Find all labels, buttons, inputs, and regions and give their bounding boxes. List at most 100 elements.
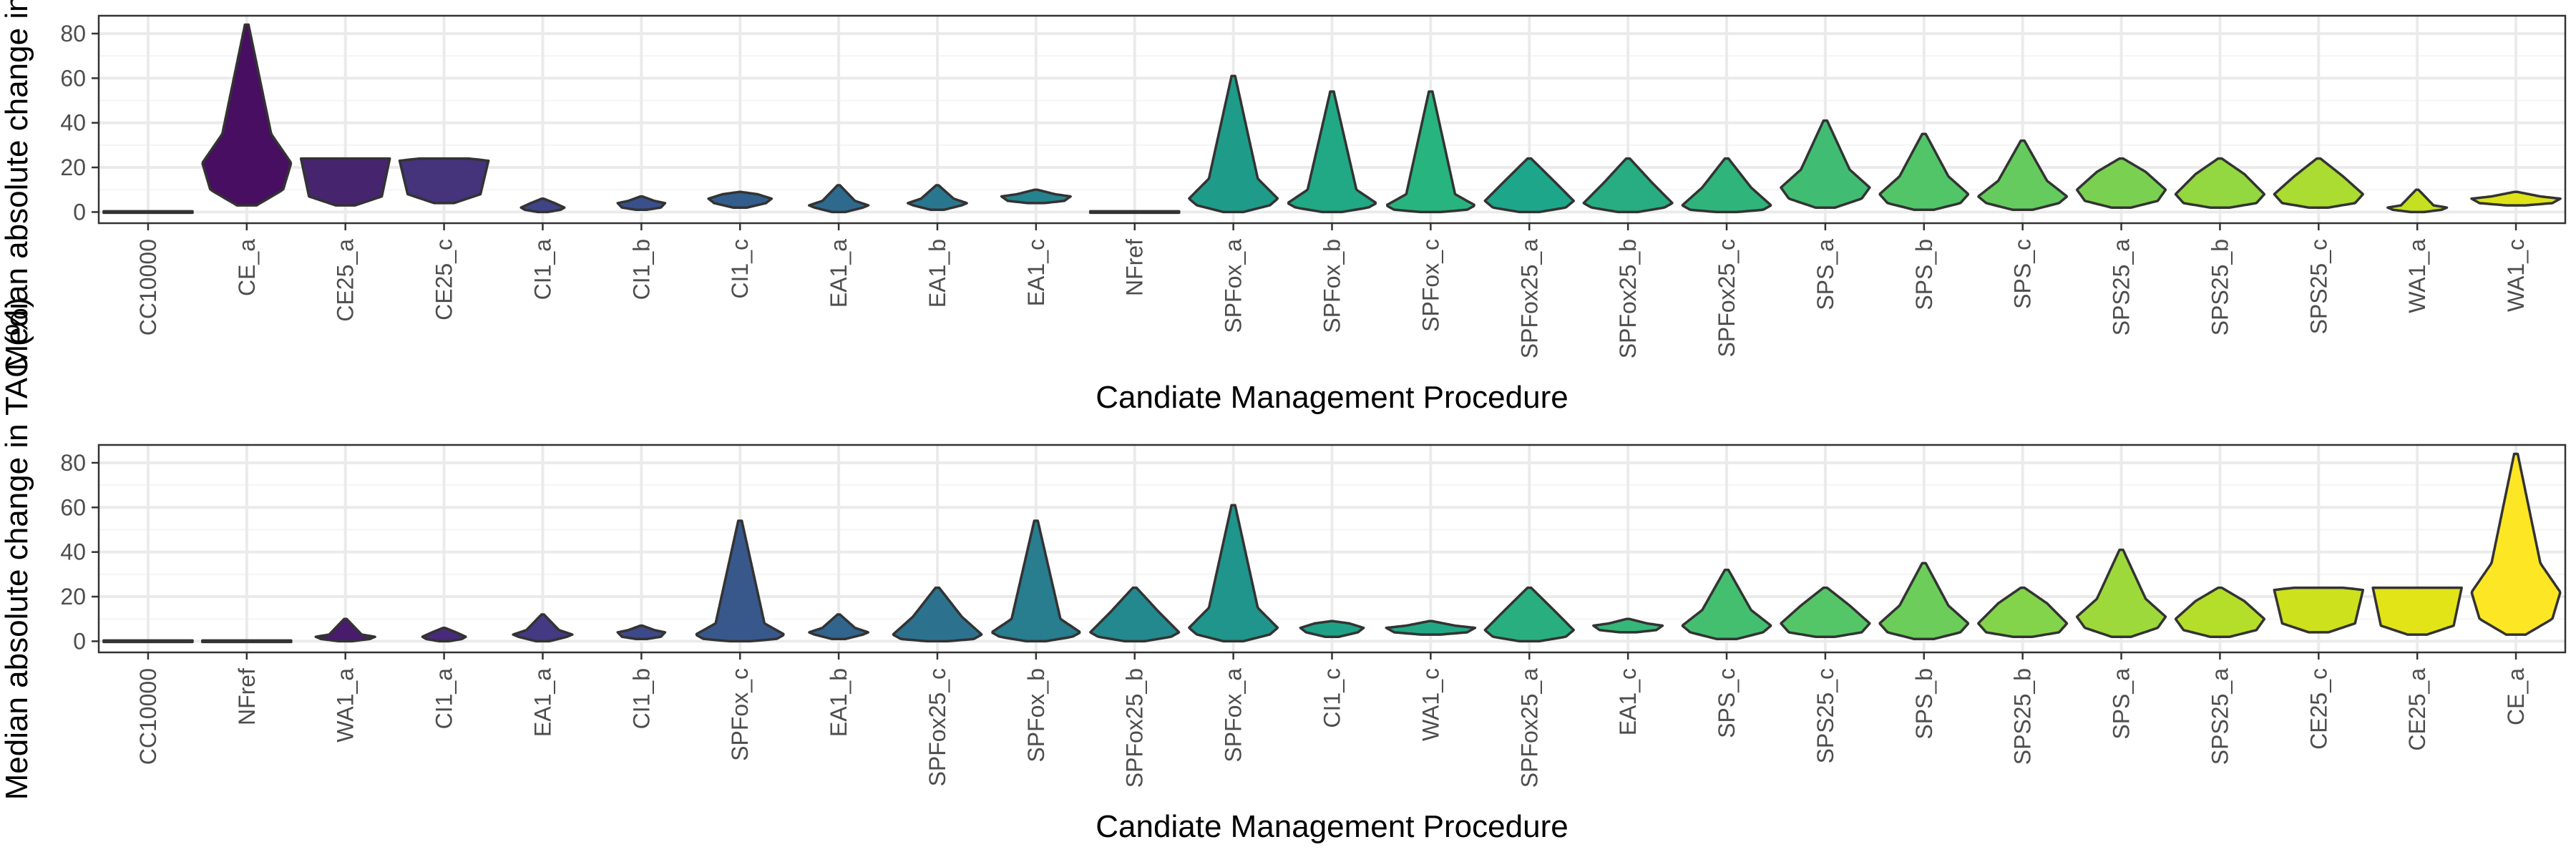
x-tick-label: SPS25_c <box>1813 668 1838 763</box>
violin-EA1_c <box>1000 188 1072 205</box>
x-tick-label: CE25_a <box>2404 668 2430 751</box>
x-tick-label: SPS25_b <box>2010 668 2036 765</box>
x-tick-label: SPS25_c <box>2306 239 2331 334</box>
x-tick-label: SPS25_a <box>2207 668 2233 765</box>
x-tick-label: EA1_a <box>826 239 852 308</box>
x-tick-label: CI1_b <box>628 668 654 729</box>
violin-SPS_a <box>1780 119 1871 209</box>
violin-NFref <box>201 639 293 644</box>
violin-CE25_c <box>398 157 490 205</box>
x-tick-label: CE_a <box>234 239 260 296</box>
violin-SPS25_c <box>1780 586 1871 638</box>
violin-SPS25_b <box>1977 586 2069 638</box>
y-tick-label: 80 <box>60 21 86 46</box>
violin-EA1_b <box>808 613 869 641</box>
violin-SPS25_b <box>2174 157 2266 209</box>
violin-SPS25_c <box>2273 157 2364 209</box>
violin-CE_a <box>201 23 293 207</box>
y-tick-label: 80 <box>60 450 86 476</box>
violin-SPFox_c <box>1385 90 1475 214</box>
x-tick-label: SPFox_b <box>1023 668 1049 763</box>
y-tick-label: 0 <box>73 199 86 225</box>
violin-EA1_a <box>807 184 870 214</box>
x-tick-label: EA1_c <box>1023 239 1049 306</box>
x-tick-label: WA1_c <box>2503 239 2529 312</box>
x-tick-label: EA1_b <box>826 668 852 737</box>
violin-CC10000 <box>102 210 194 215</box>
violin-CI1_c <box>707 190 774 209</box>
violin-SPFox_c <box>695 519 785 643</box>
violin-SPFox25_c <box>892 586 983 643</box>
violin-SPFox25_b <box>1089 586 1181 643</box>
x-tick-label: SPFox25_c <box>1714 239 1740 357</box>
y-axis-title: Median absolute change in TAC (%) <box>0 298 34 800</box>
x-tick-label: CC10000 <box>135 239 161 336</box>
x-tick-label: WA1_a <box>2404 239 2430 313</box>
x-tick-label: NFref <box>1122 239 1148 296</box>
violin-EA1_b <box>907 184 968 212</box>
violin-EA1_c <box>1592 617 1664 634</box>
x-tick-label: SPS25_a <box>2109 239 2135 336</box>
x-axis-title: Candiate Management Procedure <box>1096 380 1568 415</box>
y-tick-label: 60 <box>60 494 86 520</box>
violin-SPFox25_a <box>1483 157 1575 214</box>
x-tick-label: CI1_c <box>1319 668 1345 728</box>
violin-WA1_c <box>1385 619 1477 636</box>
violin-SPS_a <box>2075 548 2167 638</box>
x-tick-label: SPS_a <box>2109 668 2135 740</box>
violin-SPFox_a <box>1188 504 1279 643</box>
violin-CE_a <box>2470 452 2562 636</box>
violin-CI1_b <box>616 624 667 641</box>
violin-CI1_b <box>616 195 667 212</box>
x-tick-label: CI1_b <box>628 239 654 300</box>
x-tick-label: SPFox_c <box>727 668 753 761</box>
x-tick-label: EA1_a <box>530 668 555 737</box>
violin-NFref <box>1088 210 1181 215</box>
x-tick-label: SPS_b <box>1911 239 1937 310</box>
violin-SPS25_a <box>2174 586 2266 638</box>
x-tick-label: SPS_b <box>1911 668 1937 740</box>
violin-SPFox_b <box>991 519 1081 643</box>
x-tick-label: SPFox_a <box>1221 668 1246 763</box>
x-tick-label: SPFox_a <box>1221 239 1246 333</box>
violin-CI1_c <box>1299 619 1365 638</box>
x-tick-label: SPS_a <box>1813 239 1838 310</box>
violin-WA1_a <box>2386 188 2449 214</box>
y-tick-label: 0 <box>73 628 86 654</box>
y-tick-label: 40 <box>60 110 86 136</box>
x-tick-label: SPFox_b <box>1319 239 1345 333</box>
chart-panel-1: 0 20 40 60 80 CC10000 CE_a CE25_a CE25_c CI1_a CI1… <box>0 0 2567 415</box>
x-tick-label: CE_a <box>2503 668 2529 725</box>
violin-SPS_b <box>1878 132 1970 212</box>
y-tick-label: 20 <box>60 584 86 609</box>
x-tick-label: SPFox25_a <box>1516 668 1542 788</box>
x-tick-label: CE25_a <box>333 239 358 322</box>
y-tick-label: 40 <box>60 539 86 565</box>
x-tick-label: EA1_c <box>1615 668 1641 735</box>
x-tick-label: SPS25_b <box>2207 239 2233 336</box>
x-tick-label: WA1_c <box>1418 668 1443 741</box>
violin-SPFox25_a <box>1483 586 1575 643</box>
violin-SPFox_b <box>1287 90 1377 214</box>
x-tick-label: EA1_b <box>924 239 950 308</box>
x-tick-label: NFref <box>234 668 260 725</box>
violin-SPS_b <box>1878 562 1970 641</box>
violin-CI1_a <box>421 626 467 643</box>
violin-CE25_c <box>2273 586 2365 634</box>
x-tick-label: CI1_a <box>431 668 457 730</box>
x-tick-label: SPFox25_b <box>1615 239 1641 358</box>
violin-SPS_c <box>1977 139 2069 212</box>
x-tick-label: SPFox25_c <box>924 668 950 786</box>
x-tick-label: CE25_c <box>2306 668 2331 750</box>
x-tick-label: CE25_c <box>431 239 457 320</box>
x-axis-title: Candiate Management Procedure <box>1096 809 1568 844</box>
violin-WA1_c <box>2470 190 2562 207</box>
x-tick-label: SPS_c <box>2010 239 2036 309</box>
y-tick-label: 60 <box>60 65 86 91</box>
violin-SPS_c <box>1681 568 1772 641</box>
x-tick-label: WA1_a <box>333 668 358 743</box>
violin-SPS25_a <box>2075 157 2167 209</box>
violin-CE25_a <box>299 157 391 207</box>
